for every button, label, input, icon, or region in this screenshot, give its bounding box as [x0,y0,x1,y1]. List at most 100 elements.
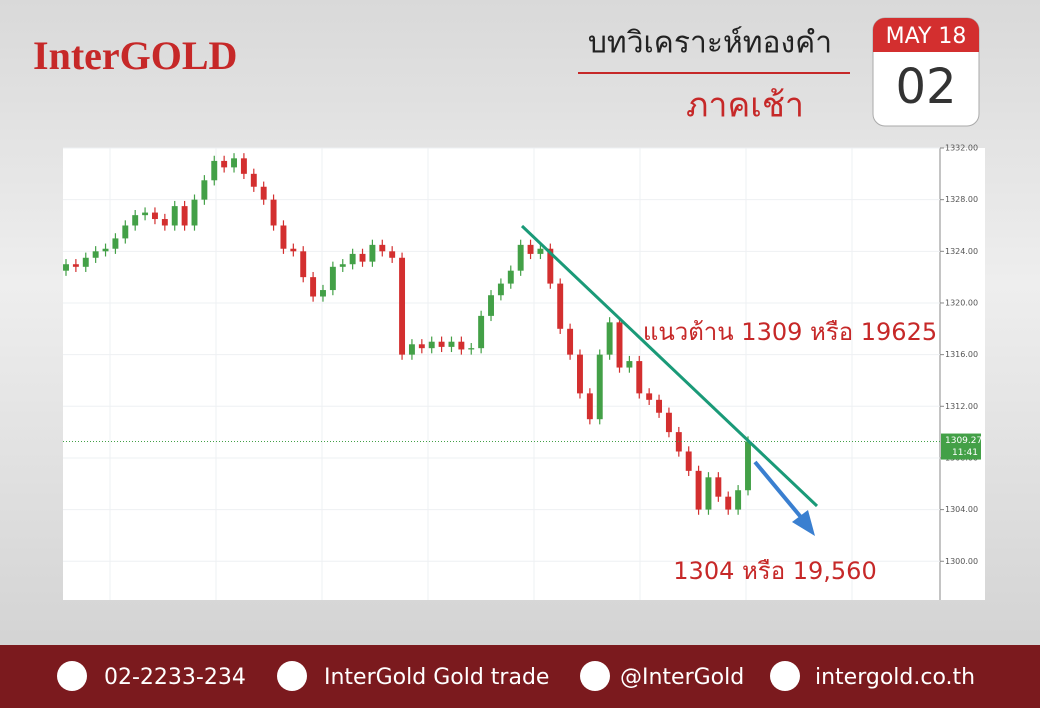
body [112,238,119,249]
body [181,206,188,226]
web-icon [770,661,800,691]
body [527,244,534,254]
y-tick-label: 1320.00 [945,298,978,307]
y-tick-label: 1300.00 [945,557,978,566]
body [626,361,633,368]
body [517,244,524,271]
trendline [520,224,819,508]
body [428,341,435,349]
body [715,477,722,497]
body [290,248,297,252]
candles: 1309.27 11:41 [63,153,982,515]
body [547,248,554,284]
body [191,199,198,226]
arrow-head [792,510,815,536]
line-icon [580,661,610,691]
body [122,225,129,239]
time-label: 11:41 [952,448,978,458]
y-tick-label: 1324.00 [945,247,978,256]
y-tick-label: 1328.00 [945,195,978,204]
y-tick-label: 1316.00 [945,350,978,359]
body [389,251,396,258]
y-tick-label: 1312.00 [945,402,978,411]
body [646,393,653,400]
body [418,344,425,349]
body [745,441,751,491]
body [329,266,336,291]
body [577,354,583,394]
body [497,283,504,296]
phone-icon [57,661,87,691]
line: @InterGold [620,665,744,690]
body [448,341,455,347]
web: intergold.co.th [815,665,975,690]
body [92,251,99,258]
body [63,264,69,271]
body [161,219,168,226]
body [171,206,178,226]
body [349,253,356,265]
body [408,344,415,355]
body [735,490,742,510]
body [685,451,692,471]
body [359,253,366,262]
body [240,158,247,174]
price-box [941,433,981,460]
month: MAY 18 [886,24,967,49]
body [310,277,317,297]
price-label: 1309.27 [945,436,982,446]
phone: 02-2233-234 [104,665,246,690]
body [260,186,267,200]
body [616,322,623,368]
body [201,180,208,200]
body [586,393,593,420]
body [438,341,445,347]
body [488,295,494,316]
body [250,173,257,187]
title: บทวิเคราะห์ทองคำ [588,26,832,61]
plot-bg [63,148,985,600]
body [636,361,643,394]
annotation: แนวต้าน 1309 หรือ 19625 [643,318,937,346]
body [270,199,277,226]
body [656,399,663,413]
body [596,354,603,420]
body [320,290,326,297]
body [399,257,406,355]
body [478,315,485,349]
body [537,248,544,254]
y-tick-label: 1332.00 [945,144,978,153]
facebook: InterGold Gold trade [324,665,549,690]
body [72,264,79,267]
y-tick-label: 1304.00 [945,505,978,514]
body [458,341,465,350]
body [280,225,287,249]
annotation: 1304 หรือ 19,560 [673,557,876,585]
body [665,412,672,433]
body [695,470,702,510]
body [567,328,574,355]
day: 02 [895,59,956,115]
body [468,348,475,350]
brand: InterGOLD [33,33,237,78]
body [557,283,564,329]
body [725,496,732,510]
body [102,248,109,252]
facebook-icon [277,661,307,691]
body [151,212,158,220]
body [132,215,139,226]
body [369,244,376,262]
body [606,322,613,355]
body [231,158,237,168]
grid: 1300.001304.001308.001312.001316.001320.… [63,144,978,600]
body [142,212,149,216]
body [211,160,218,181]
footer [0,645,1040,708]
arrow [753,460,807,524]
body [82,257,89,267]
body [379,244,386,252]
body [221,160,228,168]
body [507,270,514,284]
